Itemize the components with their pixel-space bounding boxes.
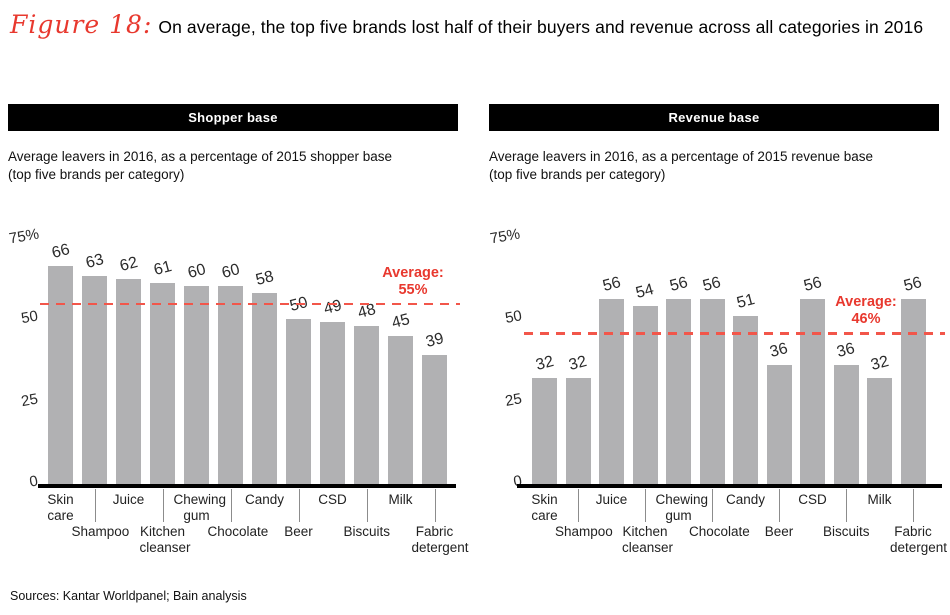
x-label-biscuits: Biscuits: [823, 524, 870, 539]
x-label-chocolate: Chocolate: [689, 524, 750, 539]
axis-tick: [846, 489, 847, 522]
y-tick-0: 0: [28, 472, 40, 491]
bar-skin-care: [532, 378, 557, 484]
x-label-csd: CSD: [798, 492, 827, 507]
bar-chewing-gum: [184, 286, 209, 484]
shopper-base-subtitle-line1: Average leavers in 2016, as a percentage…: [8, 149, 393, 164]
revenue-base-subtitle: Average leavers in 2016, as a percentage…: [489, 148, 939, 184]
value-label-fabric-detergent: 39: [423, 330, 446, 352]
bar-fabric-detergent: [900, 299, 926, 484]
bar-candy: [733, 315, 758, 484]
bar-chocolate: [218, 286, 243, 484]
x-label-biscuits: Biscuits: [343, 524, 391, 539]
average-label: Average: 55%: [353, 265, 473, 299]
axis-tick: [298, 489, 300, 522]
bar-chewing-gum: [666, 299, 691, 484]
revenue-base-subtitle-line1: Average leavers in 2016, as a percentage…: [489, 149, 874, 164]
axis-tick: [366, 489, 368, 522]
revenue-base-subtitle-line2: (top five brands per category): [489, 166, 666, 182]
axis-tick: [913, 489, 914, 522]
x-label-candy: Candy: [725, 492, 766, 507]
shopper-base-panel: Shopper base Average leavers in 2016, as…: [8, 104, 469, 560]
shopper-base-header: Shopper base: [8, 104, 458, 131]
x-axis-line: [38, 484, 456, 488]
y-tick-75-: 75%: [488, 225, 522, 247]
figure-number-label: Figure 18:: [10, 10, 153, 39]
x-label-chewing-gum: Chewing gum: [173, 492, 227, 523]
bar-biscuits: [354, 325, 379, 484]
figure-title-text: On average, the top five brands lost hal…: [158, 17, 924, 37]
x-label-chewing-gum: Chewing gum: [655, 492, 709, 523]
x-label-csd: CSD: [318, 492, 347, 507]
x-label-shampoo: Shampoo: [555, 524, 613, 539]
x-label-skin-care: Skin care: [531, 492, 558, 523]
axis-tick: [645, 489, 646, 522]
revenue-base-header: Revenue base: [489, 104, 939, 131]
revenue-base-panel: Revenue base Average leavers in 2016, as…: [489, 104, 947, 560]
y-tick-25: 25: [503, 389, 524, 410]
x-label-fabric-detergent: Fabric detergent: [411, 524, 469, 555]
bar-juice: [599, 299, 624, 484]
shopper-base-header-label: Shopper base: [188, 110, 278, 125]
x-label-milk: Milk: [867, 492, 892, 507]
bar-beer: [286, 319, 311, 484]
value-label-beer: 36: [768, 340, 790, 362]
bar-kitchen-cleanser: [632, 305, 658, 484]
bar-milk: [388, 335, 413, 484]
y-tick-50: 50: [19, 307, 40, 328]
x-label-milk: Milk: [388, 492, 413, 507]
bar-chocolate: [699, 299, 725, 484]
x-label-kitchen-cleanser: Kitchen cleanser: [622, 524, 674, 555]
x-label-shampoo: Shampoo: [71, 524, 130, 539]
x-label-chocolate: Chocolate: [207, 524, 269, 539]
x-label-beer: Beer: [284, 524, 313, 539]
x-label-candy: Candy: [244, 492, 285, 507]
axis-tick: [230, 489, 232, 522]
revenue-base-header-label: Revenue base: [668, 110, 760, 125]
x-label-kitchen-cleanser: Kitchen cleanser: [139, 524, 191, 555]
shopper-base-subtitle-line2: (top five brands per category): [8, 166, 185, 182]
bar-beer: [766, 365, 792, 484]
y-tick-25: 25: [19, 390, 40, 410]
x-label-juice: Juice: [112, 492, 145, 507]
revenue-base-chart: 75% 50 25 0 32 32 56 54 56 56 51 36 56 36 32 56 Average:…: [488, 222, 948, 560]
bar-kitchen-cleanser: [150, 282, 175, 484]
bar-biscuits: [833, 365, 859, 484]
bar-candy: [252, 292, 277, 484]
y-tick-75-: 75%: [7, 225, 41, 247]
y-tick-50: 50: [503, 307, 524, 327]
axis-tick: [162, 489, 164, 522]
bar-milk: [867, 378, 892, 484]
x-label-skin-care: Skin care: [47, 492, 74, 523]
average-label-line1: Average:: [835, 294, 897, 311]
axis-tick: [578, 489, 579, 522]
bar-juice: [116, 279, 141, 484]
bar-skin-care: [48, 266, 73, 484]
sources-note: Sources: Kantar Worldpanel; Bain analysi…: [10, 589, 247, 603]
shopper-base-chart: 75%50250666362616060585049484539Average:…: [7, 222, 469, 560]
average-label: Average: 46%: [806, 294, 926, 328]
bar-shampoo: [82, 276, 107, 484]
bar-csd: [800, 299, 825, 484]
average-line: [40, 302, 460, 305]
bar-csd: [320, 322, 345, 484]
average-line: [524, 332, 945, 335]
bar-shampoo: [565, 378, 591, 484]
bar-fabric-detergent: [422, 355, 447, 484]
figure-title: Figure 18: On average, the top five brand…: [10, 10, 942, 39]
x-axis-line: [517, 484, 942, 488]
average-label-line2: 55%: [398, 281, 428, 298]
x-label-fabric-detergent: Fabric detergent: [890, 524, 948, 555]
value-label-candy: 51: [734, 290, 757, 312]
axis-tick: [94, 489, 96, 522]
shopper-base-subtitle: Average leavers in 2016, as a percentage…: [8, 148, 458, 184]
x-label-juice: Juice: [595, 492, 628, 507]
axis-tick: [712, 489, 713, 522]
average-label-line1: Average:: [382, 264, 444, 281]
axis-tick: [779, 489, 780, 522]
average-label-line2: 46%: [851, 311, 881, 328]
axis-tick: [434, 489, 436, 522]
x-label-beer: Beer: [764, 524, 794, 539]
